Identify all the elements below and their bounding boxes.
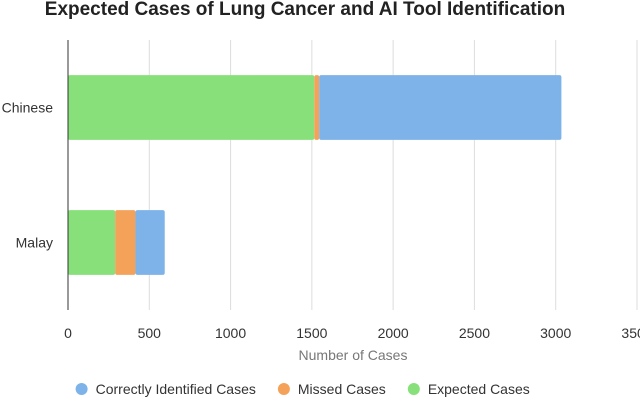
- x-tick-label: 3000: [540, 325, 571, 341]
- x-tick-label: 1000: [215, 325, 246, 341]
- chart-title: Expected Cases of Lung Cancer and AI Too…: [45, 0, 565, 20]
- x-tick-label: 2000: [378, 325, 409, 341]
- x-tick-labels: 0 500 1000 1500 2000 2500 3000 3500: [64, 325, 640, 341]
- legend-label: Expected Cases: [428, 381, 530, 397]
- x-tick-label: 500: [138, 325, 162, 341]
- y-tick-label: Malay: [16, 235, 53, 251]
- legend-label: Missed Cases: [298, 381, 386, 397]
- bar-segment: [135, 210, 165, 275]
- x-tick-label: 2500: [459, 325, 490, 341]
- bar-segment: [68, 75, 315, 140]
- bars: [68, 75, 562, 275]
- bar-segment: [314, 75, 320, 140]
- x-axis-label: Number of Cases: [299, 347, 408, 363]
- bar-segment: [319, 75, 562, 140]
- x-tick-label: 0: [64, 325, 72, 341]
- y-tick-label: Chinese: [2, 100, 54, 116]
- bar-segment: [68, 210, 116, 275]
- y-tick-labels: Chinese Malay: [2, 100, 54, 251]
- legend: Correctly Identified Cases Missed Cases Ex…: [75, 381, 530, 397]
- legend-swatch: [277, 383, 290, 395]
- bar-segment: [115, 210, 136, 275]
- x-tick-label: 1500: [296, 325, 327, 341]
- x-tick-label: 3500: [621, 325, 640, 341]
- legend-label: Correctly Identified Cases: [96, 381, 256, 397]
- legend-swatch: [75, 383, 88, 395]
- legend-swatch: [407, 383, 420, 395]
